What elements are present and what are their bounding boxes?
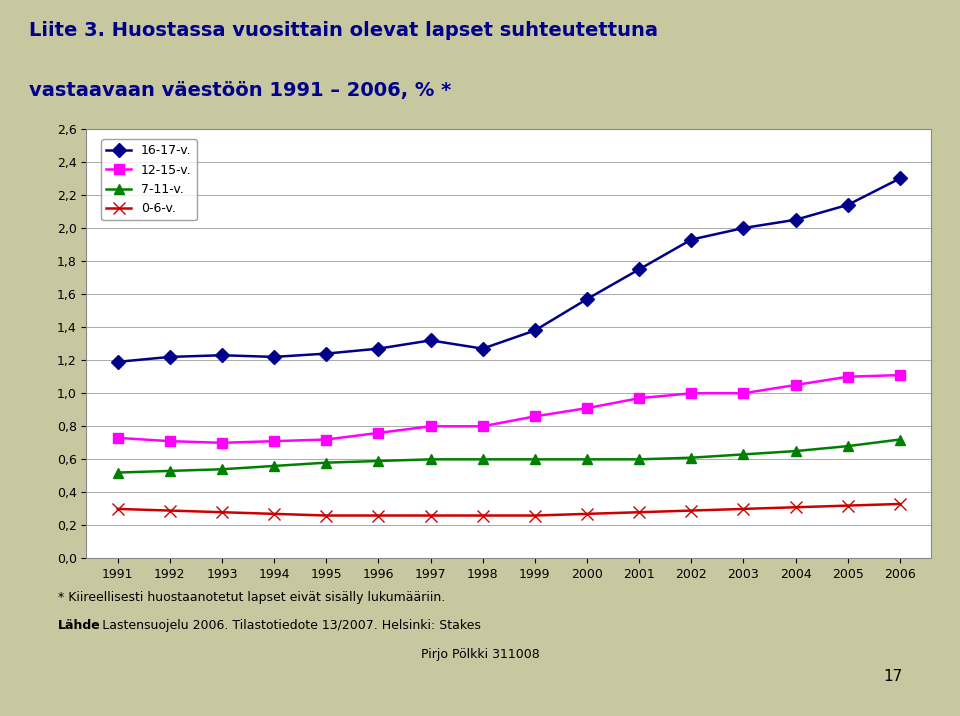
7-11-v. (269, 462, 280, 470)
0-6-v. (842, 501, 853, 510)
12-15-v. (425, 422, 437, 430)
0-6-v. (529, 511, 540, 520)
16-17-v. (269, 352, 280, 361)
7-11-v. (581, 455, 592, 464)
12-15-v. (321, 435, 332, 444)
7-11-v. (529, 455, 540, 464)
12-15-v. (529, 412, 540, 421)
16-17-v. (790, 216, 802, 224)
12-15-v. (164, 437, 176, 445)
16-17-v. (216, 351, 228, 359)
Line: 7-11-v.: 7-11-v. (113, 435, 904, 478)
12-15-v. (372, 429, 384, 437)
Line: 12-15-v.: 12-15-v. (113, 370, 904, 448)
0-6-v. (790, 503, 802, 511)
0-6-v. (321, 511, 332, 520)
0-6-v. (634, 508, 645, 516)
12-15-v. (685, 389, 697, 397)
16-17-v. (737, 223, 749, 232)
16-17-v. (581, 295, 592, 304)
16-17-v. (425, 336, 437, 344)
7-11-v. (790, 447, 802, 455)
Line: 0-6-v.: 0-6-v. (112, 498, 905, 521)
12-15-v. (477, 422, 489, 430)
12-15-v. (634, 394, 645, 402)
0-6-v. (425, 511, 437, 520)
Text: Pirjo Pölkki 311008: Pirjo Pölkki 311008 (420, 648, 540, 661)
7-11-v. (477, 455, 489, 464)
0-6-v. (894, 500, 905, 508)
Text: * Kiireellisesti huostaanotetut lapset eivät sisälly lukumääriin.: * Kiireellisesti huostaanotetut lapset e… (58, 591, 444, 604)
0-6-v. (269, 510, 280, 518)
12-15-v. (737, 389, 749, 397)
0-6-v. (372, 511, 384, 520)
7-11-v. (894, 435, 905, 444)
7-11-v. (216, 465, 228, 473)
16-17-v. (842, 200, 853, 209)
7-11-v. (112, 468, 124, 477)
16-17-v. (164, 352, 176, 361)
16-17-v. (894, 174, 905, 183)
Text: Liite 3. Huostassa vuosittain olevat lapset suhteutettuna: Liite 3. Huostassa vuosittain olevat lap… (29, 21, 658, 41)
7-11-v. (842, 442, 853, 450)
7-11-v. (685, 453, 697, 462)
Text: 17: 17 (883, 669, 902, 684)
12-15-v. (216, 438, 228, 447)
0-6-v. (685, 506, 697, 515)
7-11-v. (372, 457, 384, 465)
7-11-v. (737, 450, 749, 459)
16-17-v. (477, 344, 489, 353)
7-11-v. (321, 458, 332, 467)
12-15-v. (269, 437, 280, 445)
16-17-v. (685, 236, 697, 244)
0-6-v. (164, 506, 176, 515)
16-17-v. (529, 326, 540, 335)
12-15-v. (894, 371, 905, 379)
16-17-v. (372, 344, 384, 353)
7-11-v. (425, 455, 437, 464)
16-17-v. (634, 265, 645, 274)
Text: Lähde: Lähde (58, 619, 101, 632)
0-6-v. (581, 510, 592, 518)
7-11-v. (164, 467, 176, 475)
12-15-v. (581, 404, 592, 412)
Text: vastaavaan väestöön 1991 – 2006, % *: vastaavaan väestöön 1991 – 2006, % * (29, 80, 451, 100)
0-6-v. (112, 505, 124, 513)
16-17-v. (112, 357, 124, 366)
0-6-v. (737, 505, 749, 513)
Legend: 16-17-v., 12-15-v., 7-11-v., 0-6-v.: 16-17-v., 12-15-v., 7-11-v., 0-6-v. (101, 140, 197, 221)
Line: 16-17-v.: 16-17-v. (113, 173, 904, 367)
7-11-v. (634, 455, 645, 464)
16-17-v. (321, 349, 332, 358)
12-15-v. (790, 381, 802, 390)
12-15-v. (112, 434, 124, 442)
0-6-v. (216, 508, 228, 516)
0-6-v. (477, 511, 489, 520)
12-15-v. (842, 372, 853, 381)
Text: : Lastensuojelu 2006. Tilastotiedote 13/2007. Helsinki: Stakes: : Lastensuojelu 2006. Tilastotiedote 13/… (94, 619, 481, 632)
